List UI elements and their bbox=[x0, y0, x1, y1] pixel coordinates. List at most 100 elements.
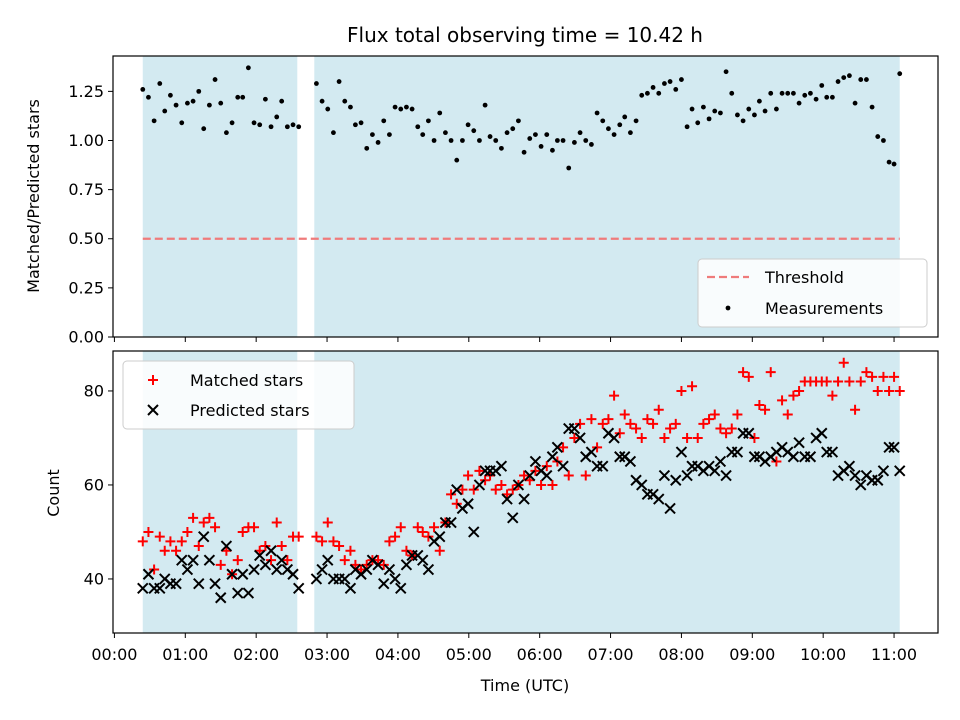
predicted-star-marker bbox=[541, 469, 553, 482]
matched-star-marker bbox=[844, 376, 855, 387]
measurement-point bbox=[201, 126, 207, 132]
measurement-point bbox=[437, 110, 443, 116]
measurement-point bbox=[712, 108, 718, 114]
predicted-star-marker bbox=[709, 465, 721, 477]
predicted-star-marker bbox=[557, 460, 569, 472]
matched-star-marker bbox=[143, 526, 154, 537]
predicted-star-marker bbox=[883, 441, 895, 454]
measurement-point bbox=[460, 138, 465, 143]
measurement-point bbox=[290, 122, 296, 128]
measurement-point bbox=[633, 118, 639, 124]
measurement-point bbox=[336, 79, 342, 84]
matched-star-marker bbox=[507, 484, 518, 495]
legend-predicted-swatch bbox=[147, 404, 159, 416]
x-tick-label: 06:00 bbox=[517, 645, 563, 664]
predicted-star-marker bbox=[287, 568, 299, 580]
predicted-star-marker bbox=[670, 474, 682, 486]
measurement-point bbox=[398, 106, 404, 112]
bottom-legend: Matched stars Predicted stars bbox=[122, 360, 355, 430]
predicted-star-marker bbox=[574, 432, 586, 444]
measurement-point bbox=[140, 87, 146, 92]
measurement-point bbox=[190, 98, 196, 104]
measurement-point bbox=[296, 124, 302, 130]
matched-star-marker bbox=[682, 432, 693, 443]
measurement-point bbox=[891, 161, 897, 167]
x-axis-title: Time (UTC) bbox=[480, 676, 569, 695]
predicted-star-marker bbox=[275, 554, 288, 566]
matched-star-marker bbox=[530, 465, 541, 476]
predicted-star-marker bbox=[608, 432, 620, 444]
measurement-point bbox=[762, 108, 768, 114]
measurement-point bbox=[583, 138, 589, 143]
measurement-point bbox=[471, 128, 477, 134]
matched-star-marker bbox=[889, 371, 900, 382]
measurement-point bbox=[375, 140, 381, 145]
measurement-point bbox=[352, 122, 358, 128]
measurement-point bbox=[695, 120, 701, 126]
matched-star-marker bbox=[451, 498, 462, 509]
measurement-point bbox=[448, 138, 454, 143]
matched-star-marker bbox=[659, 432, 670, 443]
matched-star-marker bbox=[619, 409, 630, 420]
matched-star-marker bbox=[603, 414, 614, 425]
matched-star-marker bbox=[193, 541, 204, 552]
predicted-star-marker bbox=[417, 554, 429, 566]
predicted-star-marker bbox=[568, 422, 581, 435]
predicted-star-marker bbox=[203, 554, 216, 566]
predicted-star-marker bbox=[653, 493, 665, 505]
x-tick-label: 03:00 bbox=[304, 645, 350, 664]
matched-star-marker bbox=[468, 484, 479, 495]
predicted-star-marker bbox=[675, 446, 688, 458]
matched-star-marker bbox=[867, 371, 878, 382]
matched-star-marker bbox=[322, 517, 333, 528]
matched-star-marker bbox=[794, 385, 805, 396]
predicted-star-marker bbox=[220, 540, 233, 552]
measurement-point bbox=[611, 132, 617, 138]
matched-star-marker bbox=[597, 418, 608, 429]
measurement-point bbox=[392, 104, 398, 110]
x-tick-label: 01:00 bbox=[162, 645, 208, 664]
x-tick-label: 02:00 bbox=[233, 645, 279, 664]
predicted-star-marker bbox=[888, 441, 900, 454]
predicted-star-marker bbox=[310, 573, 323, 585]
matched-star-marker bbox=[765, 367, 776, 378]
predicted-star-marker bbox=[524, 469, 536, 482]
matched-star-marker bbox=[378, 559, 389, 570]
measurement-point bbox=[550, 147, 555, 153]
matched-star-marker bbox=[861, 367, 872, 378]
measurement-point bbox=[875, 134, 881, 139]
matched-star-marker bbox=[171, 545, 182, 556]
measurement-point bbox=[409, 106, 415, 112]
matched-star-marker bbox=[266, 555, 277, 566]
measurement-point bbox=[858, 77, 864, 82]
predicted-star-marker bbox=[804, 451, 817, 463]
measurement-point bbox=[639, 92, 645, 98]
top-y-tick-label: 1.00 bbox=[68, 131, 104, 150]
measurement-point bbox=[218, 100, 224, 106]
predicted-star-marker bbox=[209, 577, 221, 590]
measurement-point bbox=[600, 118, 606, 124]
measurement-point bbox=[284, 124, 290, 130]
predicted-star-marker bbox=[826, 446, 839, 458]
measurement-point bbox=[235, 94, 241, 100]
bottom-panel-count: 40 60 80 00:00 01:00 02:00 03:00 04:00 05:00 06:0… bbox=[84, 350, 939, 664]
matched-star-marker bbox=[541, 461, 552, 472]
matched-star-marker bbox=[878, 371, 889, 382]
measurement-point bbox=[560, 138, 566, 143]
matched-star-marker bbox=[176, 536, 187, 547]
bottom-y-tick-label: 40 bbox=[84, 569, 104, 588]
measurement-point bbox=[897, 71, 903, 77]
predicted-star-marker bbox=[816, 427, 828, 439]
predicted-star-marker bbox=[872, 474, 884, 486]
matched-star-marker bbox=[474, 465, 485, 476]
measurement-point bbox=[364, 145, 370, 151]
measurement-point bbox=[572, 140, 577, 145]
matched-star-marker bbox=[317, 536, 328, 547]
matched-star-marker bbox=[149, 564, 160, 575]
measurement-point bbox=[645, 90, 650, 96]
measurement-point bbox=[262, 96, 268, 102]
legend-box bbox=[697, 258, 928, 328]
measurement-point bbox=[785, 90, 791, 96]
predicted-star-marker bbox=[254, 549, 266, 562]
legend-box bbox=[122, 360, 355, 430]
